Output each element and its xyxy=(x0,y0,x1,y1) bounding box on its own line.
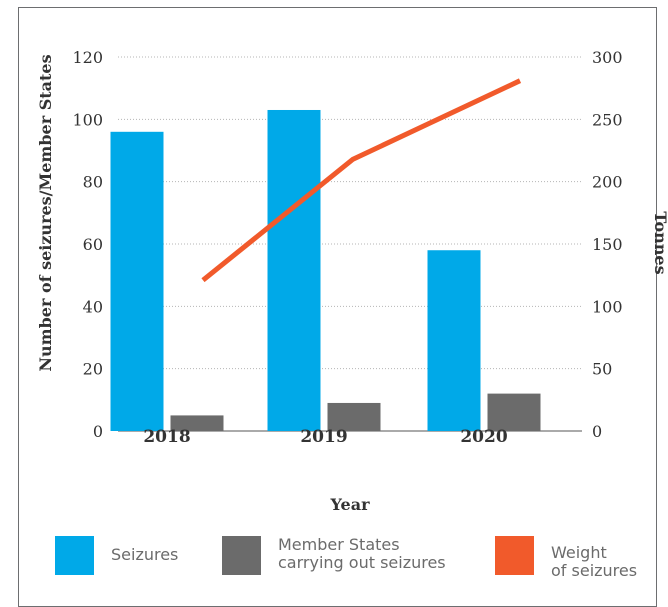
y-tick-label: 20 xyxy=(83,360,103,379)
y2-axis-title: Tonnes xyxy=(651,211,668,274)
legend-swatch-weight xyxy=(495,536,534,575)
y-tick-label: 0 xyxy=(93,422,103,441)
y2-tick-label: 0 xyxy=(592,422,602,441)
line-weight-of-seizures xyxy=(203,81,520,280)
y-axis-title: Number of seizures/Member States xyxy=(36,54,55,371)
y2-tick-label: 250 xyxy=(592,110,623,129)
legend-label-weight: Weight of seizures xyxy=(551,544,637,580)
y-tick-label: 120 xyxy=(72,48,103,67)
legend-label-member-states: Member States carrying out seizures xyxy=(278,536,446,572)
bar-seizures xyxy=(428,250,481,431)
legend-item-seizures: Seizures xyxy=(55,536,178,575)
legend-label-seizures: Seizures xyxy=(111,546,178,564)
legend-item-weight: Weight of seizures xyxy=(495,536,637,580)
x-tick-label: 2020 xyxy=(460,427,507,447)
y-tick-label: 80 xyxy=(83,173,103,192)
x-tick-label: 2018 xyxy=(143,427,190,447)
y2-tick-label: 100 xyxy=(592,297,623,316)
y-tick-label: 60 xyxy=(83,235,103,254)
bar-member xyxy=(488,394,541,431)
legend-item-member-states: Member States carrying out seizures xyxy=(222,536,446,575)
y-tick-label: 40 xyxy=(83,297,103,316)
legend-swatch-member-states xyxy=(222,536,261,575)
x-tick-label: 2019 xyxy=(300,427,347,447)
bar-seizures xyxy=(111,132,164,431)
bar-seizures xyxy=(268,110,321,431)
legend-swatch-seizures xyxy=(55,536,94,575)
y2-tick-label: 50 xyxy=(592,360,612,379)
y-tick-label: 100 xyxy=(72,110,103,129)
x-axis-title: Year xyxy=(329,495,370,514)
y2-tick-label: 300 xyxy=(592,48,623,67)
combo-chart: 0 20 40 60 80 100 120 0 50 100 150 200 250 300 2018 201… xyxy=(0,0,668,530)
y2-tick-label: 150 xyxy=(592,235,623,254)
y2-tick-label: 200 xyxy=(592,173,623,192)
